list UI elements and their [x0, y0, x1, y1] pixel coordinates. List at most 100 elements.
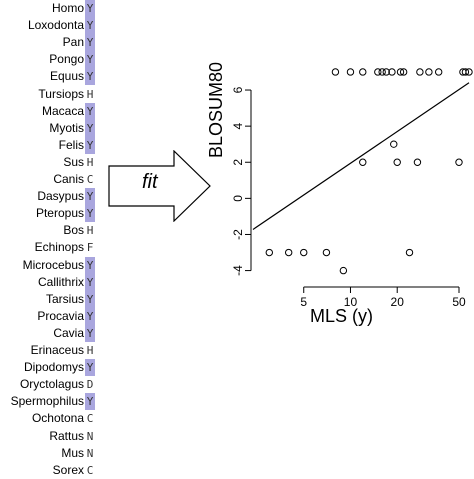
data-point — [465, 68, 473, 76]
data-point — [331, 68, 340, 76]
data-point — [378, 68, 386, 76]
species-row: Macaca Y — [0, 102, 96, 120]
residue-cell: C — [86, 173, 94, 186]
species-name: Canis — [53, 172, 84, 186]
residue-cell: N — [86, 429, 94, 443]
species-name: Echinops — [34, 240, 84, 255]
data-point — [359, 68, 367, 76]
data-point — [382, 68, 390, 76]
species-name: Loxodonta — [27, 18, 84, 33]
y-tick-label: 4 — [231, 122, 245, 129]
residue-cell: N — [86, 446, 94, 460]
residue-cell: Y — [85, 205, 95, 223]
species-name: Felis — [58, 137, 84, 152]
species-name: Macaca — [41, 103, 84, 118]
species-row: Sus H — [0, 154, 96, 171]
x-tick-label: 50 — [452, 295, 466, 309]
residue-cell: Y — [85, 273, 95, 291]
species-name: Procavia — [37, 308, 84, 323]
species-row: Erinaceus H — [0, 342, 96, 359]
species-name: Pteropus — [35, 206, 84, 221]
residue-cell: H — [86, 344, 94, 357]
species-row: Callithrix Y — [0, 273, 96, 291]
species-row: Ochotona C — [0, 410, 96, 427]
species-row: Felis Y — [0, 136, 96, 154]
species-row: Microcebus Y — [0, 256, 96, 274]
x-tick-label: 10 — [344, 295, 358, 309]
species-name: Erinaceus — [30, 343, 84, 357]
y-tick-label: 6 — [231, 86, 245, 93]
residue-cell: Y — [85, 188, 95, 206]
data-point — [455, 158, 463, 166]
residue-cell: C — [86, 412, 94, 426]
species-name: Myotis — [49, 120, 84, 135]
data-point — [388, 68, 396, 76]
species-name: Tarsius — [45, 291, 84, 306]
data-point — [396, 68, 405, 76]
species-row: Dasypus Y — [0, 188, 96, 206]
x-axis-title: MLS (y) — [310, 306, 373, 326]
species-row: Rattus N — [0, 428, 96, 445]
species-name: Mus — [61, 445, 84, 460]
species-name: Callithrix — [37, 274, 84, 289]
species-row: Mus N — [0, 445, 96, 462]
data-point — [374, 68, 382, 76]
species-name: Spermophilus — [10, 394, 84, 409]
residue-cell: Y — [85, 17, 95, 35]
fit-arrow-icon — [108, 150, 211, 222]
species-row: Bos H — [0, 222, 96, 239]
scatter-chart: 5 10 20 50 -4 -2 0 2 4 6 — [231, 68, 473, 309]
residue-cell: H — [86, 87, 94, 101]
species-row: Pongo Y — [0, 51, 96, 69]
species-row: Oryctolagus D — [0, 376, 96, 393]
data-point — [393, 158, 401, 166]
data-point — [322, 248, 331, 257]
fit-label: fit — [142, 171, 158, 193]
residue-cell: C — [86, 463, 94, 477]
residue-cell: Y — [85, 324, 95, 342]
data-point — [265, 248, 273, 257]
residue-cell: Y — [85, 290, 95, 308]
x-tick-label: 5 — [300, 295, 307, 309]
data-point — [405, 248, 414, 257]
species-row: Tarsius Y — [0, 290, 96, 308]
residue-cell: Y — [85, 119, 95, 137]
residue-cell: Y — [85, 256, 95, 274]
residue-cell: F — [86, 241, 94, 255]
species-name: Oryctolagus — [19, 377, 84, 392]
species-row: Sorex C — [0, 462, 96, 479]
species-name: Pan — [62, 35, 84, 50]
data-point — [434, 68, 443, 76]
residue-cell: Y — [85, 393, 95, 411]
species-row: Pan Y — [0, 34, 96, 52]
data-point — [390, 140, 398, 148]
data-point — [413, 158, 422, 166]
residue-cell: H — [86, 224, 94, 238]
species-row: Cavia Y — [0, 324, 96, 342]
data-point — [339, 266, 348, 275]
residue-cell: H — [86, 155, 94, 169]
species-name: Dipodomys — [23, 360, 84, 375]
species-row: Procavia Y — [0, 307, 96, 325]
species-row: Equus Y — [0, 68, 96, 86]
species-row: Canis C — [0, 171, 96, 188]
residue-cell: Y — [85, 359, 95, 377]
species-name: Pongo — [49, 52, 84, 67]
species-row: Spermophilus Y — [0, 393, 96, 411]
species-row: Loxodonta Y — [0, 17, 96, 35]
species-name: Bos — [63, 223, 84, 238]
residue-cell: Y — [85, 136, 95, 154]
residue-cell: Y — [85, 34, 95, 52]
fit-line — [252, 82, 470, 230]
species-name: Homo — [51, 1, 84, 15]
residue-cell: D — [86, 378, 94, 392]
data-point — [300, 248, 308, 257]
species-alignment-list: Homo Y Loxodonta Y Pan Y Pongo Y Equus Y Tursiops H… — [0, 0, 96, 477]
species-name: Rattus — [49, 428, 84, 443]
species-row: Tursiops H — [0, 86, 96, 103]
y-axis-title: BLOSUM80 — [206, 61, 226, 158]
species-name: Tursiops — [38, 86, 84, 101]
species-name: Microcebus — [22, 257, 84, 272]
data-point — [346, 68, 355, 76]
data-point — [284, 248, 293, 257]
